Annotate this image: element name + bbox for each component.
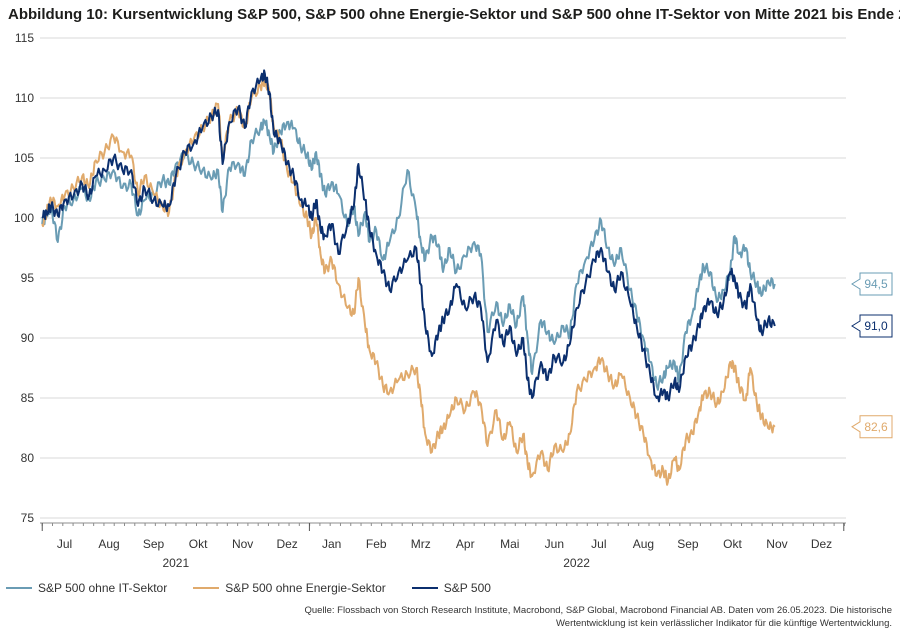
legend-label-ohne-energie: S&P 500 ohne Energie-Sektor	[225, 581, 386, 595]
y-tick-label: 105	[14, 151, 34, 165]
year-label: 2021	[162, 556, 189, 570]
y-tick-label: 80	[21, 451, 35, 465]
x-axis: Jul Aug Sep Okt Nov Dez Jan Feb Mrz Apr Mai Jun Jul A…	[40, 522, 846, 570]
x-tick-label: Okt	[189, 537, 208, 551]
y-tick-label: 100	[14, 211, 34, 225]
legend-item-ohne-it: S&P 500 ohne IT-Sektor	[6, 581, 167, 595]
end-label-box	[851, 272, 893, 296]
series-line-0	[41, 118, 776, 391]
series-line-2	[41, 69, 776, 403]
legend-item-ohne-energie: S&P 500 ohne Energie-Sektor	[193, 581, 386, 595]
series-line-1	[41, 76, 776, 486]
legend-swatch-ohne-energie	[193, 587, 220, 589]
x-tick-label: Dez	[811, 537, 832, 551]
x-tick-label: Nov	[766, 537, 787, 551]
y-tick-label: 75	[21, 511, 35, 525]
end-label-text: 94,5	[864, 277, 888, 291]
end-label-box	[851, 415, 893, 439]
grid-layer: 75 80 85 90 95 100 105 110 115	[14, 31, 846, 525]
legend-swatch-ohne-it	[6, 587, 32, 589]
end-label-box	[851, 314, 893, 338]
x-tick-label: Jul	[57, 537, 72, 551]
x-tick-label: Okt	[723, 537, 742, 551]
source-note: Quelle: Flossbach von Storch Research In…	[304, 605, 892, 629]
chart-title: Abbildung 10: Kursentwicklung S&P 500, S…	[8, 6, 900, 23]
legend-label-ohne-it: S&P 500 ohne IT-Sektor	[38, 581, 168, 595]
x-tick-label: Nov	[232, 537, 253, 551]
end-label-0: 94,5	[851, 272, 893, 296]
x-tick-label: Apr	[456, 537, 475, 551]
x-tick-label: Jan	[322, 537, 341, 551]
y-tick-label: 110	[15, 91, 34, 105]
x-tick-label: Feb	[366, 537, 387, 551]
end-label-text: 82,6	[864, 420, 888, 434]
x-tick-label: Jun	[545, 537, 564, 551]
end-label-1: 82,6	[851, 415, 893, 439]
legend-swatch-sp500	[411, 587, 438, 589]
y-tick-label: 90	[21, 331, 35, 345]
x-tick-label: Dez	[276, 537, 297, 551]
x-tick-label: Sep	[143, 537, 165, 551]
x-tick-label: Sep	[677, 537, 699, 551]
x-tick-label: Mai	[500, 537, 519, 551]
end-labels: 94,5 82,6 91,0	[851, 272, 893, 439]
legend-label-sp500: S&P 500	[443, 581, 491, 595]
end-label-2: 91,0	[851, 314, 893, 338]
y-tick-label: 85	[21, 391, 35, 405]
year-label: 2022	[563, 556, 590, 570]
end-label-text: 91,0	[864, 319, 888, 333]
x-tick-label: Mrz	[411, 537, 431, 551]
y-tick-label: 115	[15, 31, 34, 45]
series-layer	[41, 69, 776, 486]
y-tick-label: 95	[21, 271, 35, 285]
legend-item-sp500: S&P 500	[411, 581, 491, 595]
legend: S&P 500 ohne IT-Sektor S&P 500 ohne Ener…	[6, 581, 491, 595]
x-tick-label: Jul	[591, 537, 606, 551]
x-tick-label: Aug	[633, 537, 654, 551]
x-tick-label: Aug	[98, 537, 119, 551]
